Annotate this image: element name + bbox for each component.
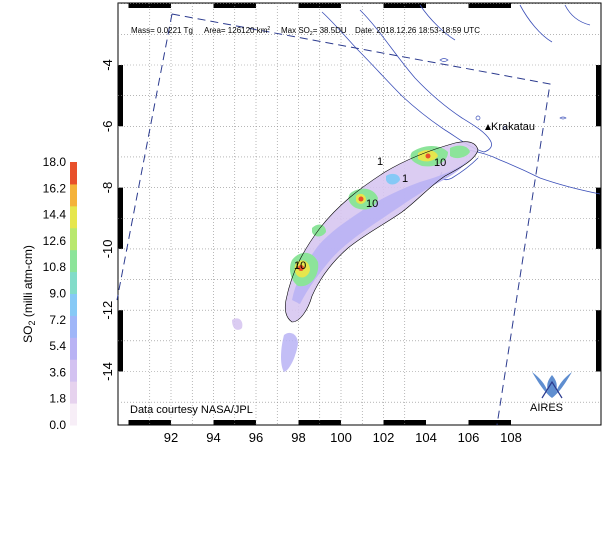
colorbar-tick-label: 3.6 [49, 365, 66, 379]
small-islands [439, 58, 567, 130]
colorbar-tick-label: 7.2 [49, 313, 66, 327]
colorbar-tick-label: 5.4 [49, 339, 66, 353]
volcano-triangle-icon [485, 124, 491, 130]
frame-bar-bottom [383, 420, 426, 425]
header-max-so2: Max SO2= 38.5DU [281, 26, 347, 37]
latitude-tick-label: -8 [100, 182, 115, 194]
colorbar-segment [70, 381, 77, 404]
contour-label: 10 [366, 198, 378, 210]
colorbar-segment [70, 403, 77, 426]
aires-logo-icon [532, 372, 572, 399]
data-credit: Data courtesy NASA/JPL [130, 404, 253, 416]
colorbar-title: SO2 (milli atm-cm) [21, 245, 37, 343]
colorbar-tick-label: 12.6 [43, 234, 67, 248]
colorbar-tick-label: 10.8 [43, 260, 67, 274]
colorbar-segment [70, 315, 77, 338]
colorbar-segment [70, 271, 77, 294]
latitude-axis: -4 -6 -8 -10 -12 -14 [100, 59, 115, 381]
frame-bar-top [128, 3, 171, 8]
colorbar-segment [70, 359, 77, 382]
latitude-tick-label: -4 [100, 59, 115, 71]
colorbar-segment [70, 337, 77, 360]
longitude-tick-label: 92 [164, 430, 178, 445]
swath-edge-right [171, 13, 551, 426]
longitude-tick-label: 108 [500, 430, 522, 445]
colorbar-segment [70, 293, 77, 316]
colorbar-tick-label: 14.4 [43, 208, 67, 222]
volcano-label: Krakatau [491, 121, 535, 133]
colorbar-tick-label: 1.8 [49, 392, 66, 406]
frame-bar-left [118, 187, 123, 249]
frame-bar-left [118, 65, 123, 127]
colorbar-tick-label: 9.0 [49, 287, 66, 301]
frame-bar-bottom [298, 420, 341, 425]
latitude-tick-label: -10 [100, 240, 115, 259]
coastline-sumatra [321, 4, 601, 195]
longitude-tick-label: 96 [249, 430, 263, 445]
frame-bar-bottom [213, 420, 256, 425]
colorbar-tick-label: 0.0 [49, 418, 66, 432]
longitude-axis: 92 94 96 98 100 102 104 106 108 [164, 430, 522, 445]
frame-bar-bottom [468, 420, 511, 425]
colorbar-segment [70, 205, 77, 229]
frame-bar-left [118, 310, 123, 372]
colorbar-tick-label: 18.0 [43, 155, 67, 169]
colorbar-segment [70, 183, 77, 207]
colorbar-tick-labels: 18.0 16.2 14.4 12.6 10.8 9.0 7.2 5.4 3.6 1.8 0.0 [43, 155, 67, 432]
frame-bar-top [383, 3, 426, 8]
header-area: Area= 126120 km2 [204, 26, 270, 35]
contour-label: 1 [402, 173, 408, 185]
latitude-tick-label: -14 [100, 362, 115, 381]
contour-label: 10 [434, 157, 446, 169]
header-date: Date: 2018.12.26 18:53-18:59 UTC [355, 26, 480, 35]
longitude-tick-label: 106 [458, 430, 480, 445]
aires-logo-text: AIRES [530, 402, 563, 414]
latitude-tick-label: -6 [100, 121, 115, 133]
so2-plume [232, 141, 478, 372]
so2-colorbar [70, 162, 77, 426]
frame-bar-bottom [128, 420, 171, 425]
frame-bar-top [298, 3, 341, 8]
longitude-tick-label: 102 [373, 430, 395, 445]
frame-bar-top [213, 3, 256, 8]
longitude-tick-label: 104 [415, 430, 437, 445]
longitude-tick-label: 94 [206, 430, 220, 445]
colorbar-segment [70, 227, 77, 251]
colorbar-segment [70, 162, 77, 185]
colorbar-segment [70, 249, 77, 273]
latitude-tick-label: -12 [100, 301, 115, 320]
longitude-tick-label: 100 [330, 430, 352, 445]
frame-bar-top [468, 3, 511, 8]
plume-contour [284, 141, 479, 323]
header-mass: Mass= 0.0221 Tg [131, 26, 193, 35]
contour-label: 10 [294, 260, 306, 272]
colorbar-tick-label: 16.2 [43, 181, 67, 195]
swath-edge-left [116, 13, 173, 301]
lat-lon-grid [118, 3, 601, 425]
longitude-tick-label: 98 [291, 430, 305, 445]
contour-label: 1 [377, 156, 383, 168]
